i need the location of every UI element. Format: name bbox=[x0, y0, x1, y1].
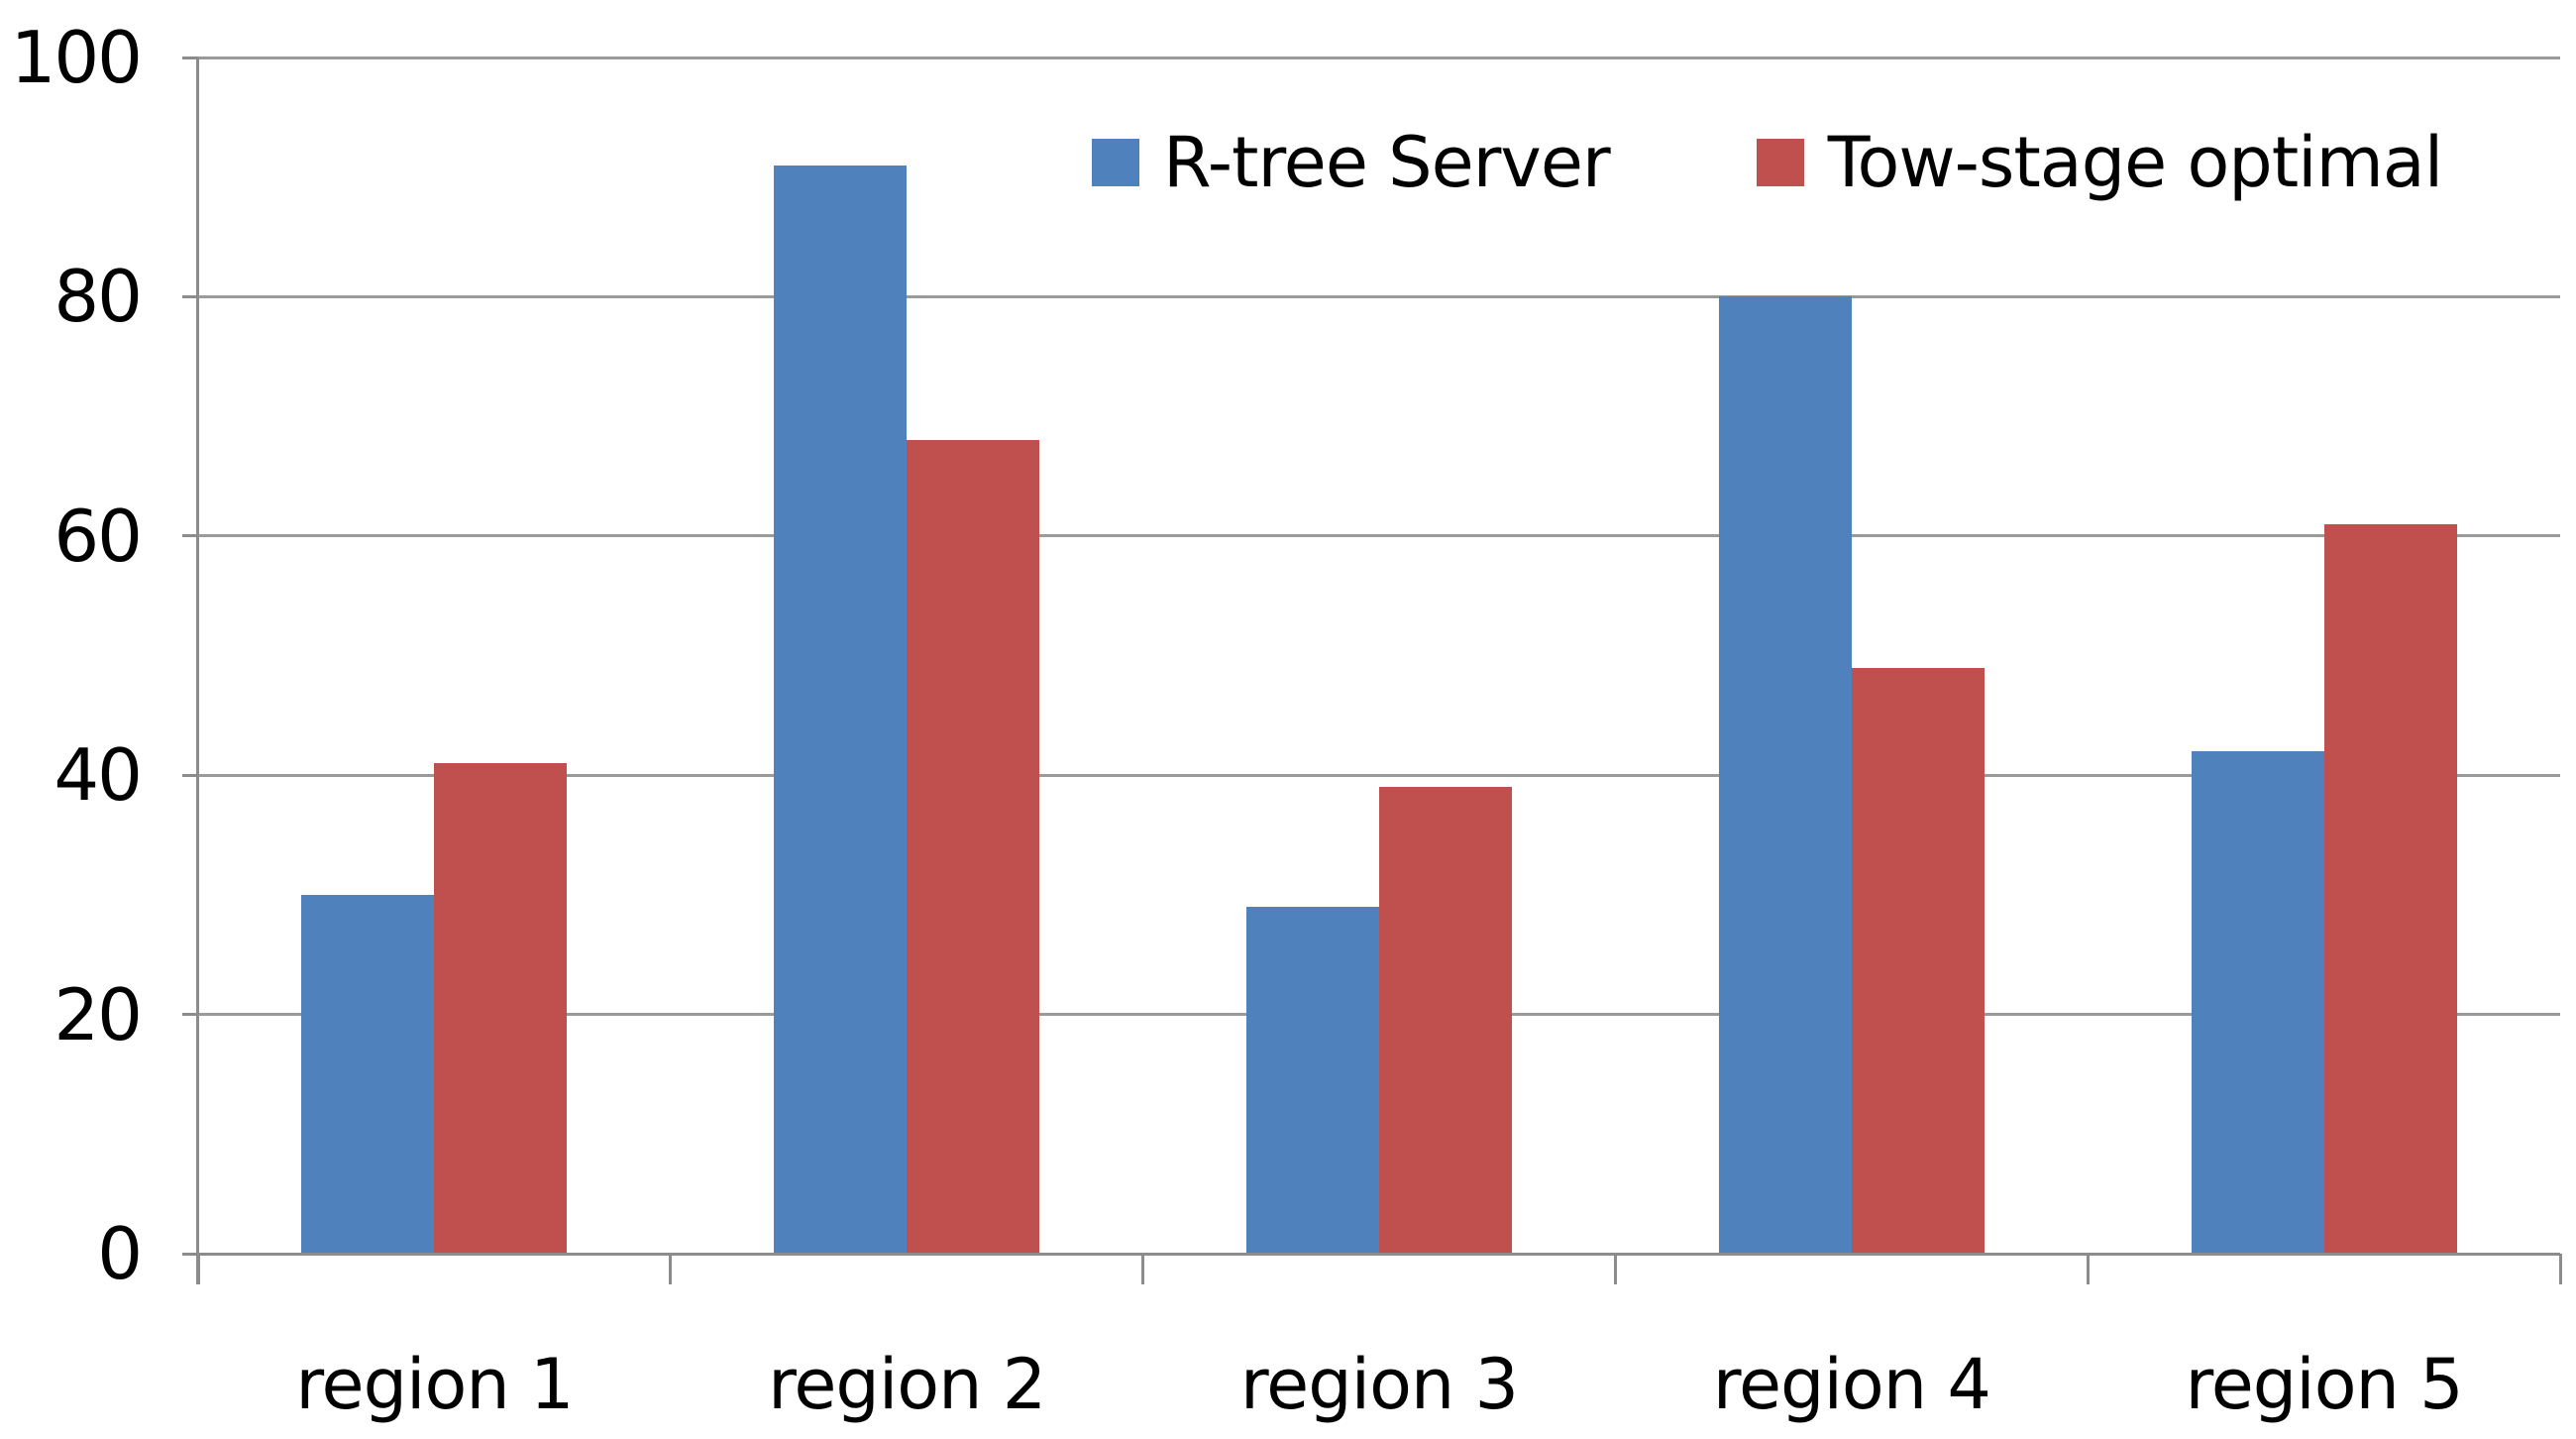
category-group-region-2 bbox=[671, 57, 1143, 1254]
bar-tow-stage-optimal-region-4 bbox=[1851, 667, 1985, 1254]
y-axis-tick-label-60: 60 bbox=[54, 494, 143, 578]
x-axis-tick-1 bbox=[669, 1254, 673, 1284]
y-axis-tick-label-0: 0 bbox=[97, 1212, 143, 1295]
gridline-y-100 bbox=[198, 55, 2560, 59]
bar-tow-stage-optimal-region-1 bbox=[434, 763, 568, 1254]
category-group-region-4 bbox=[1615, 57, 2088, 1254]
legend-label-tow-stage-optimal: Tow-stage optimal bbox=[1827, 122, 2443, 203]
x-axis-tick-4 bbox=[2086, 1254, 2090, 1284]
plot-area bbox=[198, 55, 2560, 1256]
bar-r-tree-server-region-3 bbox=[1245, 906, 1379, 1254]
bar-r-tree-server-region-4 bbox=[1718, 296, 1852, 1254]
x-axis-label-region-4: region 4 bbox=[1712, 1344, 1991, 1425]
y-axis-tick-60 bbox=[182, 534, 198, 538]
y-axis-tick-20 bbox=[182, 1013, 198, 1017]
legend-item-r-tree-server: R-tree Server bbox=[1092, 122, 1611, 203]
legend-swatch-icon-r-tree-server bbox=[1092, 139, 1139, 186]
y-axis-tick-label-80: 80 bbox=[54, 255, 143, 339]
legend-label-r-tree-server: R-tree Server bbox=[1163, 122, 1611, 203]
x-axis-tick-5 bbox=[2558, 1254, 2562, 1284]
x-axis-tick-3 bbox=[1613, 1254, 1617, 1284]
x-axis-label-region-1: region 1 bbox=[295, 1344, 574, 1425]
y-axis-tick-80 bbox=[182, 294, 198, 298]
legend-item-tow-stage-optimal: Tow-stage optimal bbox=[1756, 122, 2443, 203]
y-axis-tick-100 bbox=[182, 55, 198, 59]
gridline-y-0 bbox=[198, 1252, 2560, 1256]
y-axis-tick-label-40: 40 bbox=[54, 733, 143, 818]
x-axis-label-region-3: region 3 bbox=[1239, 1344, 1519, 1425]
gridline-y-40 bbox=[198, 773, 2560, 777]
bar-tow-stage-optimal-region-2 bbox=[907, 440, 1040, 1254]
x-axis-label-region-2: region 2 bbox=[768, 1344, 1046, 1425]
category-group-region-5 bbox=[2088, 57, 2560, 1254]
x-axis-label-region-5: region 5 bbox=[2185, 1344, 2464, 1425]
category-group-region-1 bbox=[198, 57, 671, 1254]
y-axis-tick-40 bbox=[182, 773, 198, 777]
bar-r-tree-server-region-1 bbox=[301, 894, 435, 1254]
y-axis-tick-0 bbox=[182, 1252, 198, 1256]
x-axis-tick-0 bbox=[196, 1254, 200, 1284]
bar-tow-stage-optimal-region-5 bbox=[2323, 523, 2457, 1254]
category-group-region-3 bbox=[1143, 57, 1616, 1254]
bar-r-tree-server-region-5 bbox=[2191, 751, 2324, 1254]
x-axis-tick-2 bbox=[1141, 1254, 1145, 1284]
gridline-y-80 bbox=[198, 294, 2560, 298]
legend: R-tree Server Tow-stage optimal bbox=[1092, 122, 2443, 203]
legend-swatch-icon-tow-stage-optimal bbox=[1756, 139, 1804, 186]
bar-tow-stage-optimal-region-3 bbox=[1378, 787, 1512, 1254]
bar-r-tree-server-region-2 bbox=[774, 165, 908, 1254]
gridline-y-60 bbox=[198, 534, 2560, 538]
y-axis-tick-label-100: 100 bbox=[10, 16, 143, 99]
y-axis-tick-label-20: 20 bbox=[54, 972, 143, 1056]
y-axis-line bbox=[196, 57, 199, 1284]
